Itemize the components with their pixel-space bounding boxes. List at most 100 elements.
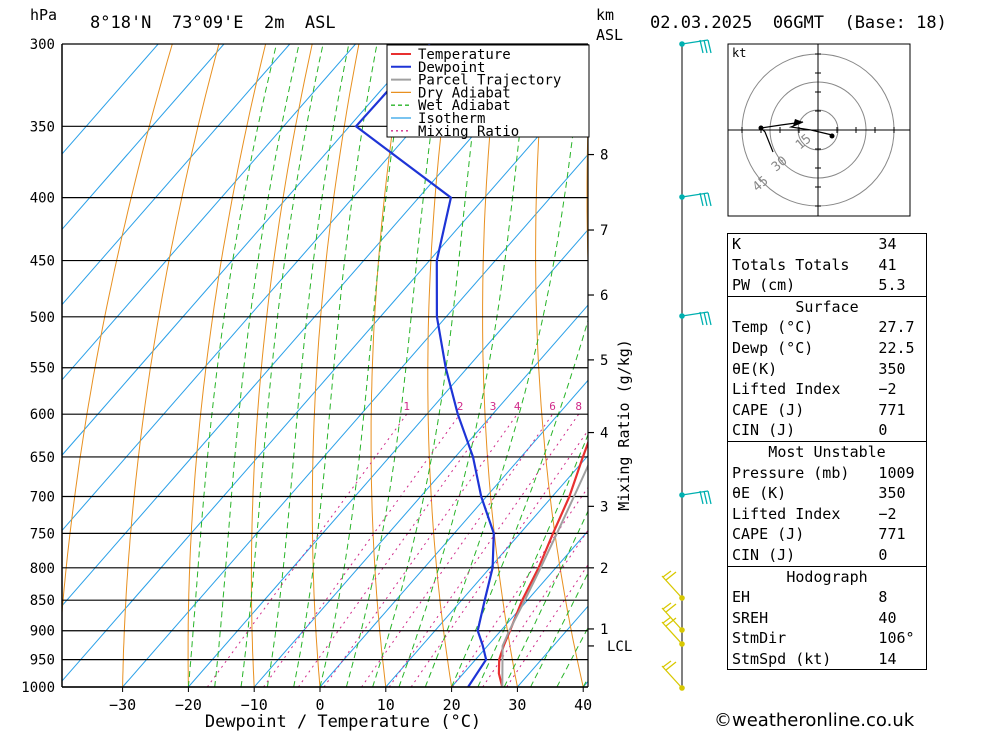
index-label: SREH — [732, 608, 769, 627]
index-value: 1009 — [878, 463, 915, 482]
isotherm-line — [62, 44, 225, 231]
index-label: PW (cm) — [732, 276, 796, 295]
index-row: K 34 — [728, 234, 927, 255]
index-row: StmSpd (kt) 14 — [728, 649, 927, 670]
pressure-tick-label: 800 — [30, 561, 55, 577]
wet-adiabat-line — [214, 44, 300, 687]
index-row: Pressure (mb) 1009 — [728, 463, 927, 484]
x-tick-label: 20 — [443, 696, 461, 714]
index-value: 0 — [878, 545, 888, 564]
legend-entry: Dry Adiabat — [418, 85, 511, 101]
isotherm-line — [62, 44, 356, 381]
wet-adiabat-line — [424, 44, 584, 687]
pressure-tick-label: 650 — [30, 450, 55, 466]
index-row: CAPE (J) 771 — [728, 400, 927, 421]
isotherm-line — [62, 78, 588, 682]
height-tick-label: 3 — [600, 499, 608, 515]
isotherm-line — [188, 229, 588, 687]
series-dewpoint-line — [354, 44, 495, 687]
height-unit-km: km — [596, 6, 614, 24]
index-label: CIN (J) — [732, 545, 796, 564]
index-value: 22.5 — [878, 338, 915, 357]
index-row: PW (cm) 5.3 — [728, 275, 927, 296]
mixing-ratio-label: 25 — [683, 400, 696, 413]
index-row: Dewp (°C) 22.5 — [728, 338, 927, 359]
sounding-series — [354, 44, 588, 687]
pressure-tick-label: 500 — [30, 310, 55, 326]
height-tick-label: 8 — [600, 148, 608, 164]
index-row: Lifted Index −2 — [728, 379, 927, 400]
pressure-tick-label: 700 — [30, 490, 55, 506]
wind-barb — [681, 39, 712, 54]
height-tick-label: LCL — [607, 639, 632, 655]
legend-entry: Isotherm — [418, 111, 485, 127]
height-tick-label: 1 — [600, 622, 608, 638]
index-label: θE (K) — [732, 484, 787, 503]
legend-entry: Wet Adiabat — [418, 98, 511, 114]
isobars: 300 350 400 450 500 550 600 650 700 750 800 850 900 9… — [21, 37, 588, 696]
x-tick-label: 10 — [377, 696, 395, 714]
index-row: Temp (°C) 27.7 — [728, 317, 927, 338]
index-row: θE (K) 350 — [728, 483, 927, 504]
height-tick-label: 7 — [600, 223, 608, 239]
mixing-ratio-line — [506, 563, 588, 687]
mixing-ratio-label: 2 — [457, 400, 464, 413]
index-label: StmDir — [732, 629, 787, 648]
wet-adiabat-line — [319, 44, 409, 687]
hodograph-title: Hodograph — [786, 567, 868, 586]
x-tick-label: −10 — [241, 696, 268, 714]
isotherm-line — [62, 44, 159, 155]
pressure-tick-label: 1000 — [21, 680, 55, 696]
wet-adiabat-line — [398, 44, 531, 687]
dry-adiabat-line — [250, 44, 313, 687]
isotherm-line — [62, 44, 291, 306]
index-value: 5.3 — [878, 276, 906, 295]
index-row: StmDir 106° — [728, 628, 927, 649]
wind-barb — [681, 192, 712, 207]
index-value: 771 — [878, 400, 906, 419]
index-value: 771 — [878, 525, 906, 544]
station-title: 8°18'N 73°09'E 2m ASL — [90, 13, 336, 33]
pressure-tick-label: 900 — [30, 624, 55, 640]
pressure-tick-label: 950 — [30, 653, 55, 669]
hodograph-unit: kt — [732, 46, 746, 60]
index-value: 14 — [878, 649, 897, 668]
wind-barb — [681, 311, 712, 326]
mixing-ratio-label: 1 — [403, 400, 410, 413]
wet-adiabat-line — [530, 572, 588, 687]
height-tick-label: 5 — [600, 353, 608, 369]
indices-table: K 34 Totals Totals 41 PW (cm) 5.3 Surface Tem… — [727, 233, 927, 670]
index-label: Dewp (°C) — [732, 338, 814, 357]
index-label: StmSpd (kt) — [732, 649, 832, 668]
pressure-tick-label: 350 — [30, 119, 55, 135]
index-value: −2 — [878, 380, 897, 399]
index-row: CIN (J) 0 — [728, 420, 927, 441]
x-tick-label: 30 — [508, 696, 526, 714]
index-label: Lifted Index — [732, 504, 841, 523]
index-label: K — [732, 235, 742, 253]
surface-title: Surface — [795, 297, 859, 316]
index-row: SREH 40 — [728, 608, 927, 629]
wet-adiabat-line — [503, 510, 588, 687]
index-row: EH 8 — [728, 587, 927, 608]
index-row: CIN (J) 0 — [728, 545, 927, 566]
run-datetime: 02.03.2025 06GMT (Base: 18) — [650, 13, 947, 33]
dry-adiabat-line — [919, 44, 1000, 687]
legend-entry: Temperature — [418, 47, 511, 63]
dry-adiabat-line — [535, 44, 584, 687]
index-label: θE(K) — [732, 359, 778, 378]
index-row: CAPE (J) 771 — [728, 524, 927, 545]
mixing-ratio-line — [206, 413, 408, 687]
index-label: CIN (J) — [732, 421, 796, 440]
index-label: Pressure (mb) — [732, 463, 850, 482]
isotherm-line — [122, 153, 588, 687]
dry-adiabat-line — [311, 44, 360, 687]
mixing-ratio-label: 10 — [593, 400, 606, 413]
pressure-tick-label: 550 — [30, 361, 55, 377]
index-value: 106° — [878, 629, 915, 648]
mixing-ratio-label: 20 — [660, 400, 673, 413]
legend-entry: Parcel Trajectory — [418, 73, 561, 89]
index-label: Totals Totals — [732, 255, 850, 274]
